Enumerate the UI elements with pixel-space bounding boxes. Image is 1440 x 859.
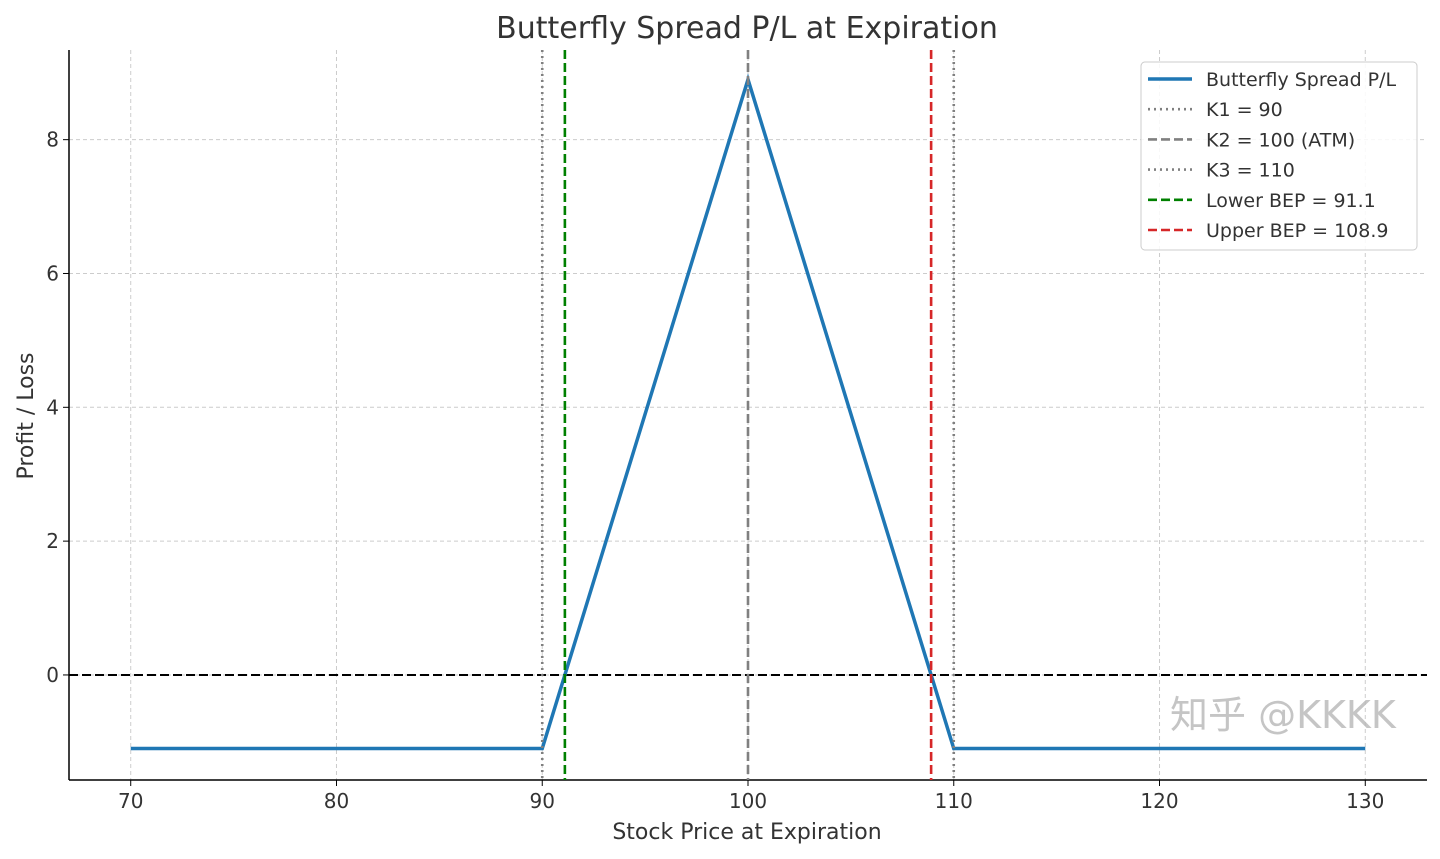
legend-label: K1 = 90 — [1206, 99, 1283, 121]
y-tick-label: 0 — [46, 663, 59, 687]
watermark: 知乎 @KKKK — [1170, 693, 1397, 737]
x-axis-label: Stock Price at Expiration — [612, 820, 881, 845]
x-tick-label: 110 — [935, 789, 973, 813]
legend-label: K2 = 100 (ATM) — [1206, 129, 1355, 151]
chart-title: Butterfly Spread P/L at Expiration — [496, 11, 998, 46]
x-tick-label: 70 — [118, 789, 143, 813]
x-tick-label: 130 — [1346, 789, 1384, 813]
x-tick-label: 120 — [1140, 789, 1178, 813]
legend-label: Lower BEP = 91.1 — [1206, 190, 1376, 212]
legend-label: Butterfly Spread P/L — [1206, 69, 1397, 91]
y-axis-label: Profit / Loss — [14, 352, 39, 479]
x-tick-label: 90 — [530, 789, 555, 813]
x-tick-label: 80 — [324, 789, 349, 813]
legend-label: Upper BEP = 108.9 — [1206, 220, 1388, 242]
legend-box — [1140, 61, 1418, 251]
legend-label: K3 = 110 — [1206, 160, 1295, 182]
y-tick-label: 8 — [46, 128, 59, 152]
x-tick-label: 100 — [729, 789, 767, 813]
y-tick-label: 4 — [46, 395, 59, 419]
y-tick-label: 2 — [46, 529, 59, 553]
y-tick-label: 6 — [46, 261, 59, 285]
